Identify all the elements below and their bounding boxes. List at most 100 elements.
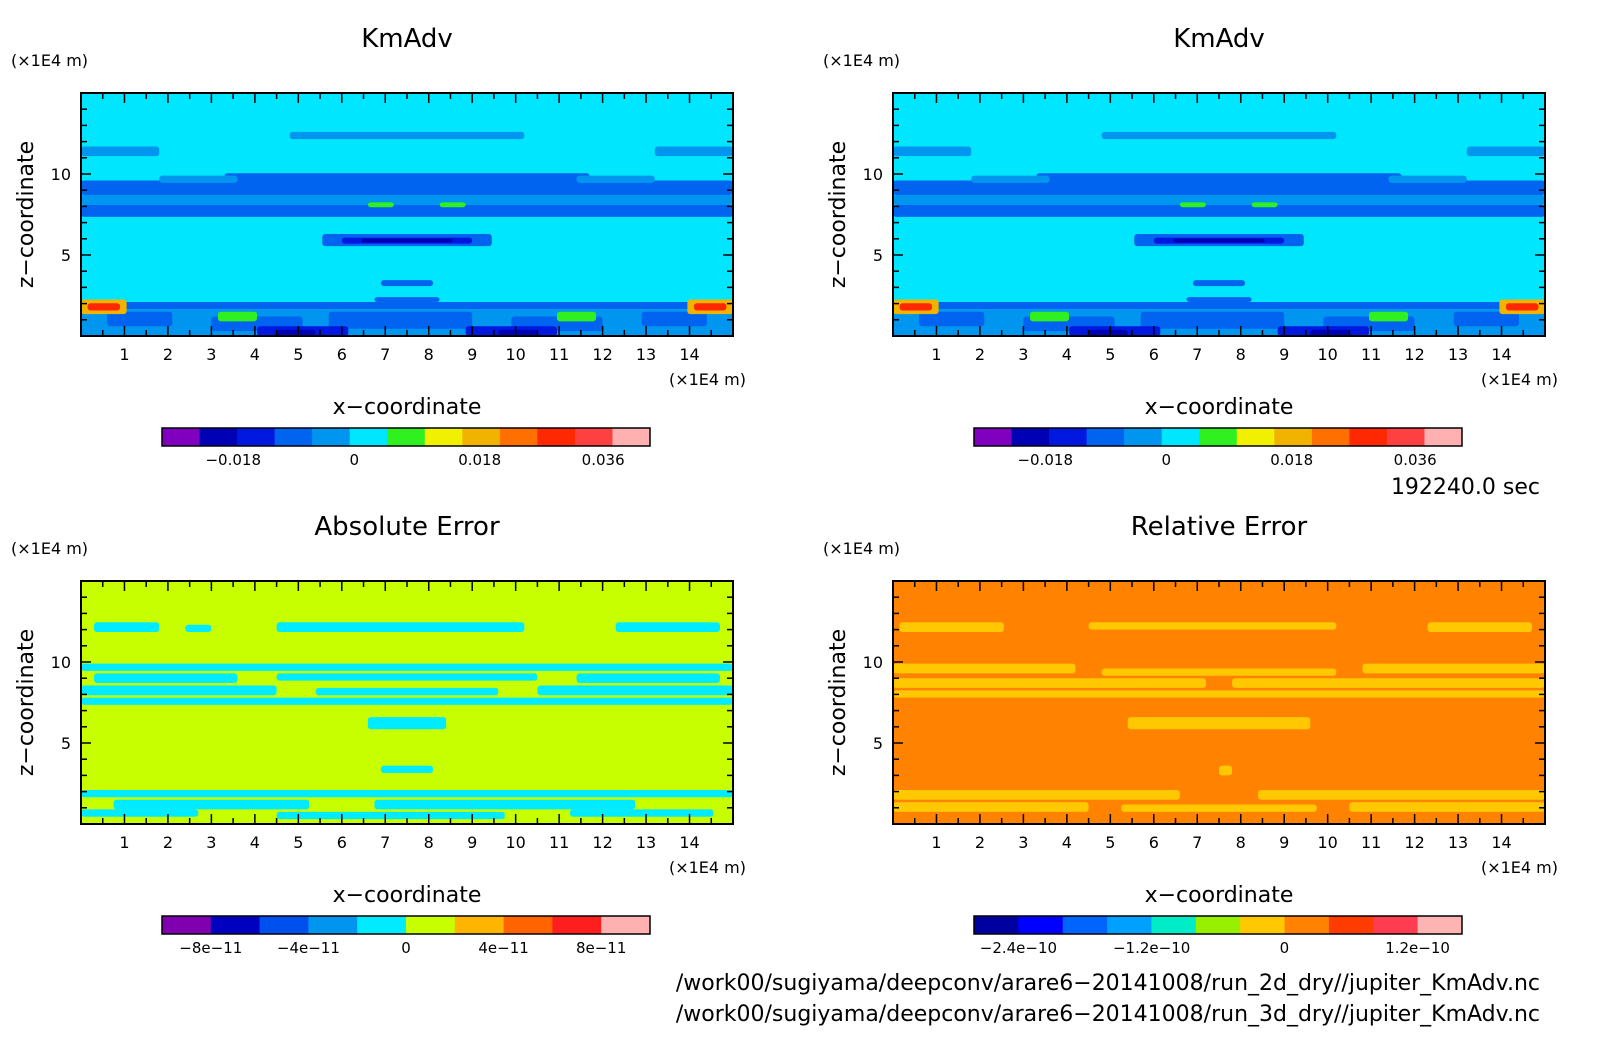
contour-region	[315, 687, 499, 696]
x-axis-label: x−coordinate	[333, 883, 482, 908]
colorbar-cell	[312, 428, 351, 446]
x-unit-label: (×1E4 m)	[1481, 370, 1558, 389]
colorbar-cell	[1062, 916, 1108, 934]
x-tick-label: 1	[119, 833, 129, 852]
contour-region	[893, 789, 1180, 800]
colorbar-label: 0	[1161, 451, 1171, 469]
x-tick-label: 2	[975, 833, 985, 852]
contour-region	[899, 303, 933, 311]
x-tick-label: 10	[505, 345, 525, 364]
x-unit-label: (×1E4 m)	[669, 858, 746, 877]
x-tick-label: 9	[1279, 833, 1289, 852]
contour-region	[107, 311, 173, 327]
x-axis-label: x−coordinate	[333, 395, 482, 420]
contour-region	[498, 329, 538, 336]
colorbar-cell	[1124, 428, 1163, 446]
contour-region	[641, 311, 707, 327]
y-axis-label: z−coordinate	[14, 629, 39, 776]
contour-region	[1258, 789, 1545, 800]
contour-region	[1101, 131, 1337, 140]
x-tick-label: 6	[337, 345, 347, 364]
contour-region	[276, 622, 525, 633]
contour-region	[94, 673, 238, 684]
contour-region	[380, 765, 434, 773]
contour-region	[1173, 238, 1265, 243]
colorbar-cell	[1240, 916, 1286, 934]
colorbar-cell	[259, 916, 309, 934]
x-tick-label: 5	[293, 833, 303, 852]
contour-region	[276, 329, 316, 336]
contour-region	[367, 202, 394, 208]
colorbar-cell	[406, 916, 456, 934]
contour-region	[374, 799, 636, 810]
contour-region	[893, 204, 1545, 217]
x-unit-label: (×1E4 m)	[1481, 858, 1558, 877]
colorbar-cell	[462, 428, 501, 446]
x-tick-label: 3	[206, 833, 216, 852]
colorbar-cell	[1328, 916, 1374, 934]
x-tick-label: 6	[1149, 833, 1159, 852]
contour-region	[537, 685, 733, 696]
contour-region	[893, 690, 1545, 698]
x-tick-label: 7	[380, 833, 390, 852]
colorbar-cell	[574, 428, 613, 446]
x-tick-label: 13	[1448, 833, 1468, 852]
colorbar-label: −0.018	[205, 451, 261, 469]
contour-region	[374, 297, 440, 302]
y-unit-label: (×1E4 m)	[823, 539, 900, 558]
colorbar-cell	[274, 428, 313, 446]
panel-kmadv-3d: KmAdv(×1E4 m)1 2 3 4 5 6 7 8 9 10 11 12 13 14(×1E4 m)…	[823, 24, 1558, 469]
x-tick-label: 5	[293, 345, 303, 364]
contour-region	[81, 697, 733, 705]
x-tick-label: 4	[1062, 345, 1072, 364]
x-tick-label: 11	[549, 345, 569, 364]
x-tick-label: 11	[549, 833, 569, 852]
colorbar-cell	[349, 428, 388, 446]
x-tick-label: 3	[1018, 345, 1028, 364]
contour-region	[893, 802, 1089, 812]
colorbar-label: 0	[1280, 939, 1290, 957]
chart-title: Relative Error	[1131, 512, 1308, 542]
x-tick-label: 3	[1018, 833, 1028, 852]
contour-region	[81, 789, 733, 798]
x-tick-label: 8	[1236, 833, 1246, 852]
colorbar-label: 4e−11	[478, 939, 528, 957]
x-tick-label: 14	[679, 345, 699, 364]
panel-kmadv-2d: KmAdv(×1E4 m)1 2 3 4 5 6 7 8 9 10 11 12 13 14(×1E4 m)…	[11, 24, 746, 469]
colorbar-cell	[1417, 916, 1463, 934]
colorbar-cell	[1311, 428, 1350, 446]
x-tick-label: 8	[424, 345, 434, 364]
file-path-2d: /work00/sugiyama/deepconv/arare6−2014100…	[676, 971, 1540, 996]
colorbar-cell	[1424, 428, 1463, 446]
contour-region	[1251, 202, 1278, 208]
x-tick-label: 1	[931, 345, 941, 364]
x-tick-label: 7	[1192, 833, 1202, 852]
contour-region	[1088, 622, 1337, 630]
contour-region	[1362, 663, 1545, 674]
contour-region	[1101, 668, 1337, 676]
contour-region	[81, 204, 733, 217]
contour-region	[1232, 678, 1545, 688]
colorbar-label: −0.018	[1017, 451, 1073, 469]
colorbar-label: 0.018	[458, 451, 501, 469]
contour-region	[81, 301, 733, 310]
colorbar-label: −1.2e−10	[1113, 939, 1190, 957]
colorbar-cell	[537, 428, 576, 446]
colorbar-cell	[1236, 428, 1275, 446]
x-tick-label: 11	[1361, 345, 1381, 364]
y-tick-label: 10	[863, 653, 883, 672]
colorbar-frame	[973, 427, 1463, 447]
colorbar-cell	[974, 916, 1019, 934]
chart-title: KmAdv	[361, 24, 453, 54]
y-tick-label: 5	[873, 734, 883, 753]
contour-region	[217, 311, 258, 322]
contour-region	[276, 811, 505, 820]
x-tick-label: 13	[1448, 345, 1468, 364]
panel-absolute-error: Absolute Error(×1E4 m)1 2 3 4 5 6 7 8 9 10 11 12 13 1…	[11, 512, 746, 957]
contour-region	[1368, 311, 1409, 322]
contour-region	[556, 311, 597, 322]
contour-region	[328, 311, 473, 329]
y-tick-label: 10	[51, 653, 71, 672]
x-tick-label: 2	[163, 833, 173, 852]
